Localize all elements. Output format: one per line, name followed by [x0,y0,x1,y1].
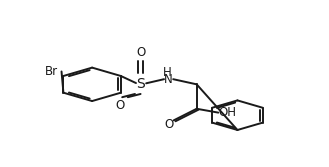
Text: O: O [164,118,174,131]
Text: H: H [163,66,172,79]
Text: OH: OH [219,106,237,119]
Text: Br: Br [45,65,58,78]
Text: S: S [136,77,145,91]
Text: N: N [164,73,173,86]
Text: O: O [115,99,125,112]
Text: O: O [136,46,145,59]
